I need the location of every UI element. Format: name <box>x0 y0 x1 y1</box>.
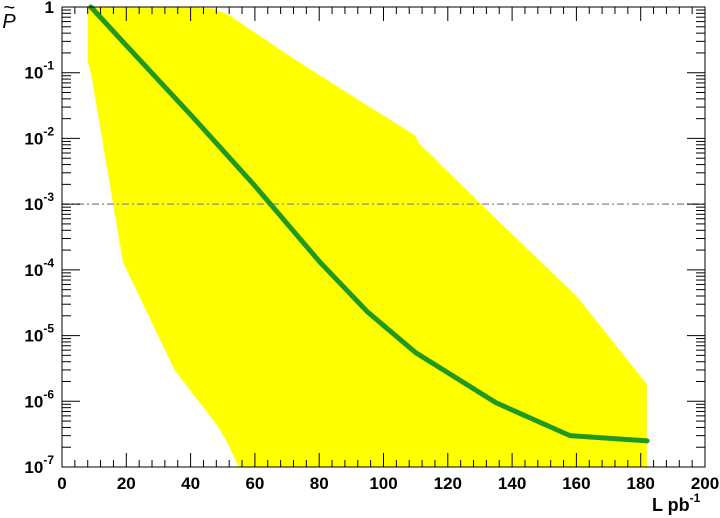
y-tick-label: 10-2 <box>24 124 54 148</box>
y-tick-label: 10-3 <box>24 190 54 214</box>
uncertainty-band <box>87 7 648 467</box>
uncertainty-band-layer <box>87 7 648 467</box>
x-axis-title-exponent: -1 <box>690 491 701 505</box>
y-tick-label: 10-1 <box>24 59 54 83</box>
y-tick-exponent: -7 <box>43 453 54 467</box>
x-tick-label: 80 <box>310 474 329 493</box>
x-tick-label: 180 <box>627 474 655 493</box>
y-tick-base: 10 <box>24 64 43 83</box>
x-tick-label: 60 <box>245 474 264 493</box>
x-tick-label: 20 <box>117 474 136 493</box>
y-tick-exponent: -6 <box>43 387 54 401</box>
y-tick-exponent: -3 <box>43 190 54 204</box>
y-tick-label: 10-4 <box>24 256 54 280</box>
y-tick-base: 10 <box>24 392 43 411</box>
x-tick-label: 140 <box>498 474 526 493</box>
y-tick-label: 10-6 <box>24 387 54 411</box>
x-tick-label: 0 <box>57 474 66 493</box>
y-tick-exponent: -4 <box>43 256 54 270</box>
x-tick-label: 160 <box>562 474 590 493</box>
y-ticks-layer: 110-110-210-310-410-510-610-7 <box>24 0 705 477</box>
y-tick-base: 10 <box>24 261 43 280</box>
x-tick-label: 100 <box>369 474 397 493</box>
x-axis-title-base: L pb <box>652 495 690 515</box>
y-axis-title-accent: ~ <box>3 0 15 19</box>
y-tick-base: 10 <box>24 129 43 148</box>
y-tick-label: 1 <box>45 0 54 17</box>
y-axis-title: P <box>2 11 16 33</box>
x-tick-label: 200 <box>691 474 719 493</box>
y-tick-label: 10-5 <box>24 322 54 346</box>
y-tick-base: 10 <box>24 458 43 477</box>
x-axis-title: L pb-1 <box>652 491 701 515</box>
y-tick-exponent: -5 <box>43 322 54 336</box>
y-tick-base: 1 <box>45 0 54 17</box>
x-tick-label: 40 <box>181 474 200 493</box>
x-ticks-layer: 0 20 40 60 80 100 120 140 160 180 200 <box>57 7 719 493</box>
x-tick-label: 120 <box>434 474 462 493</box>
y-tick-base: 10 <box>24 195 43 214</box>
y-tick-exponent: -2 <box>43 124 54 138</box>
series-layer <box>88 4 650 444</box>
series-line-0 <box>88 4 650 444</box>
y-tick-base: 10 <box>24 327 43 346</box>
y-tick-label: 10-7 <box>24 453 54 477</box>
y-tick-exponent: -1 <box>43 59 54 73</box>
